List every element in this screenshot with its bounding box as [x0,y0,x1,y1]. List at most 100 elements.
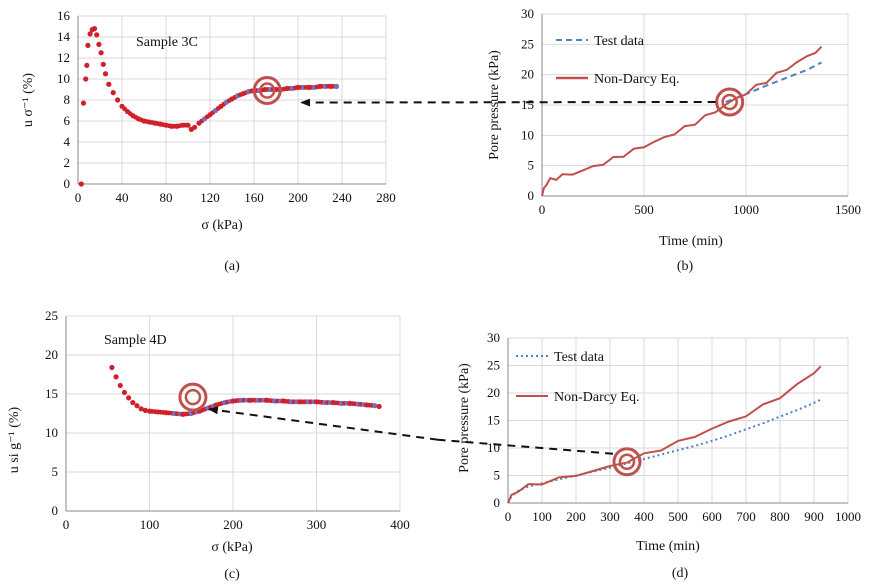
x-tick-label-b: 1500 [835,202,861,217]
y-tick-label-b: 5 [528,158,535,173]
y-tick-label-c: 25 [45,308,58,323]
data-point-c [372,403,378,409]
data-point-c [121,389,128,396]
x-tick-label-c: 400 [390,517,410,532]
series-line-test-data-b [725,61,822,103]
y-tick-label-d: 10 [487,440,500,455]
x-tick-label-b: 1000 [733,202,759,217]
caption-a: (a) [224,259,240,274]
y-tick-label-c: 10 [45,425,58,440]
x-tick-label-d: 500 [668,509,688,524]
x-tick-label-a: 200 [288,190,308,205]
y-tick-label-a: 0 [64,176,71,191]
x-tick-label-d: 600 [702,509,722,524]
x-tick-label-d: 300 [600,509,620,524]
x-tick-label-d: 900 [804,509,824,524]
y-tick-label-d: 25 [487,358,500,373]
y-axis-label-d: Pore pressure (kPa) [457,363,472,473]
x-axis-label-d: Time (min) [636,539,700,554]
y-tick-label-c: 0 [52,503,59,518]
y-tick-label-a: 16 [57,8,71,23]
data-point-a [96,41,102,47]
y-tick-label-b: 25 [521,36,534,51]
grid-d: 0 100 200 300 400 500 600 700 800 900 1000 0 5 10 15 20… [487,330,861,524]
panel-b: 0 500 1000 1500 0 5 10 15 20 25 30 Test data Non-D… [487,6,861,274]
y-tick-label-a: 6 [64,113,71,128]
x-tick-label-d: 1000 [835,509,861,524]
series-line-test-data-d [507,398,822,504]
data-point-a [333,83,340,89]
y-tick-label-b: 20 [521,67,534,82]
y-axis-label-a: u σ⁻¹ (%) [21,73,36,127]
x-tick-label-d: 800 [770,509,790,524]
x-axis-label-a: σ (kPa) [201,218,243,233]
y-tick-label-a: 14 [57,29,71,44]
data-point-a [98,50,104,56]
y-tick-label-a: 8 [64,92,71,107]
legend-d: Test data Non-Darcy Eq. [516,350,640,405]
connector-arrow-b-to-a [300,98,716,107]
x-tick-label-d: 700 [736,509,756,524]
panel-a: 0 40 80 120 160 200 240 280 0 2 4 6 8 10 12 14 16 Sample… [21,8,396,274]
y-tick-label-a: 4 [64,134,71,149]
x-tick-label-d: 100 [532,509,552,524]
data-point-c [138,406,144,412]
y-tick-label-d: 15 [487,413,500,428]
data-point-a [100,61,106,67]
legend-b: Test data Non-Darcy Eq. [556,34,680,87]
data-point-c [126,395,132,401]
data-point-c [376,403,382,410]
data-point-a [83,76,89,82]
sample-label-c: Sample 4D [104,333,167,348]
x-tick-label-a: 240 [332,190,352,205]
grid-c: 0 100 200 300 400 0 5 10 15 20 25 [45,308,410,532]
x-tick-label-d: 0 [505,509,512,524]
data-point-a [85,42,91,49]
data-point-c [117,382,123,389]
data-point-c [109,364,115,371]
data-point-a [110,90,116,96]
x-tick-label-c: 100 [140,517,160,532]
y-tick-label-d: 5 [494,468,501,483]
data-point-c [113,374,119,380]
x-tick-label-c: 0 [63,517,70,532]
x-tick-label-d: 400 [634,509,654,524]
plot-a [78,26,340,187]
y-tick-label-b: 0 [528,188,535,203]
highlight-ring-a [252,76,282,106]
y-axis-label-b: Pore pressure (kPa) [487,50,502,160]
data-point-a [91,26,98,32]
sample-label-a: Sample 3C [136,35,198,50]
plot-b [541,46,823,197]
y-tick-label-c: 20 [45,347,58,362]
y-tick-label-a: 12 [57,50,70,65]
y-tick-label-d: 0 [494,495,501,510]
legend-label-non-darcy-b: Non-Darcy Eq. [594,72,680,87]
y-tick-label-c: 15 [45,386,58,401]
x-tick-label-c: 200 [223,517,243,532]
data-point-c [134,403,140,409]
legend-label-test-data-d: Test data [554,350,605,365]
connector-segment-d [437,438,614,455]
legend-label-non-darcy-d: Non-Darcy Eq. [554,390,640,405]
y-tick-label-a: 2 [64,155,71,170]
data-point-a [185,122,191,128]
highlight-ring-b [715,87,745,117]
data-point-a [192,124,198,130]
plot-c [109,364,382,417]
data-point-a [80,100,87,106]
data-point-a [102,71,109,77]
highlight-ring-d [612,447,642,477]
grid-b: 0 500 1000 1500 0 5 10 15 20 25 30 [521,6,861,217]
data-point-a [94,32,100,38]
y-tick-label-c: 5 [52,464,59,479]
caption-b: (b) [677,259,694,274]
data-point-a [106,81,112,87]
x-tick-label-b: 500 [634,202,654,217]
connectors [207,98,716,455]
x-tick-label-a: 0 [75,190,82,205]
x-tick-label-a: 160 [244,190,264,205]
panel-d: 0 100 200 300 400 500 600 700 800 900 1000 0 5 10 15 20… [457,330,861,581]
x-axis-label-c: σ (kPa) [211,540,253,555]
x-tick-label-a: 40 [116,190,129,205]
